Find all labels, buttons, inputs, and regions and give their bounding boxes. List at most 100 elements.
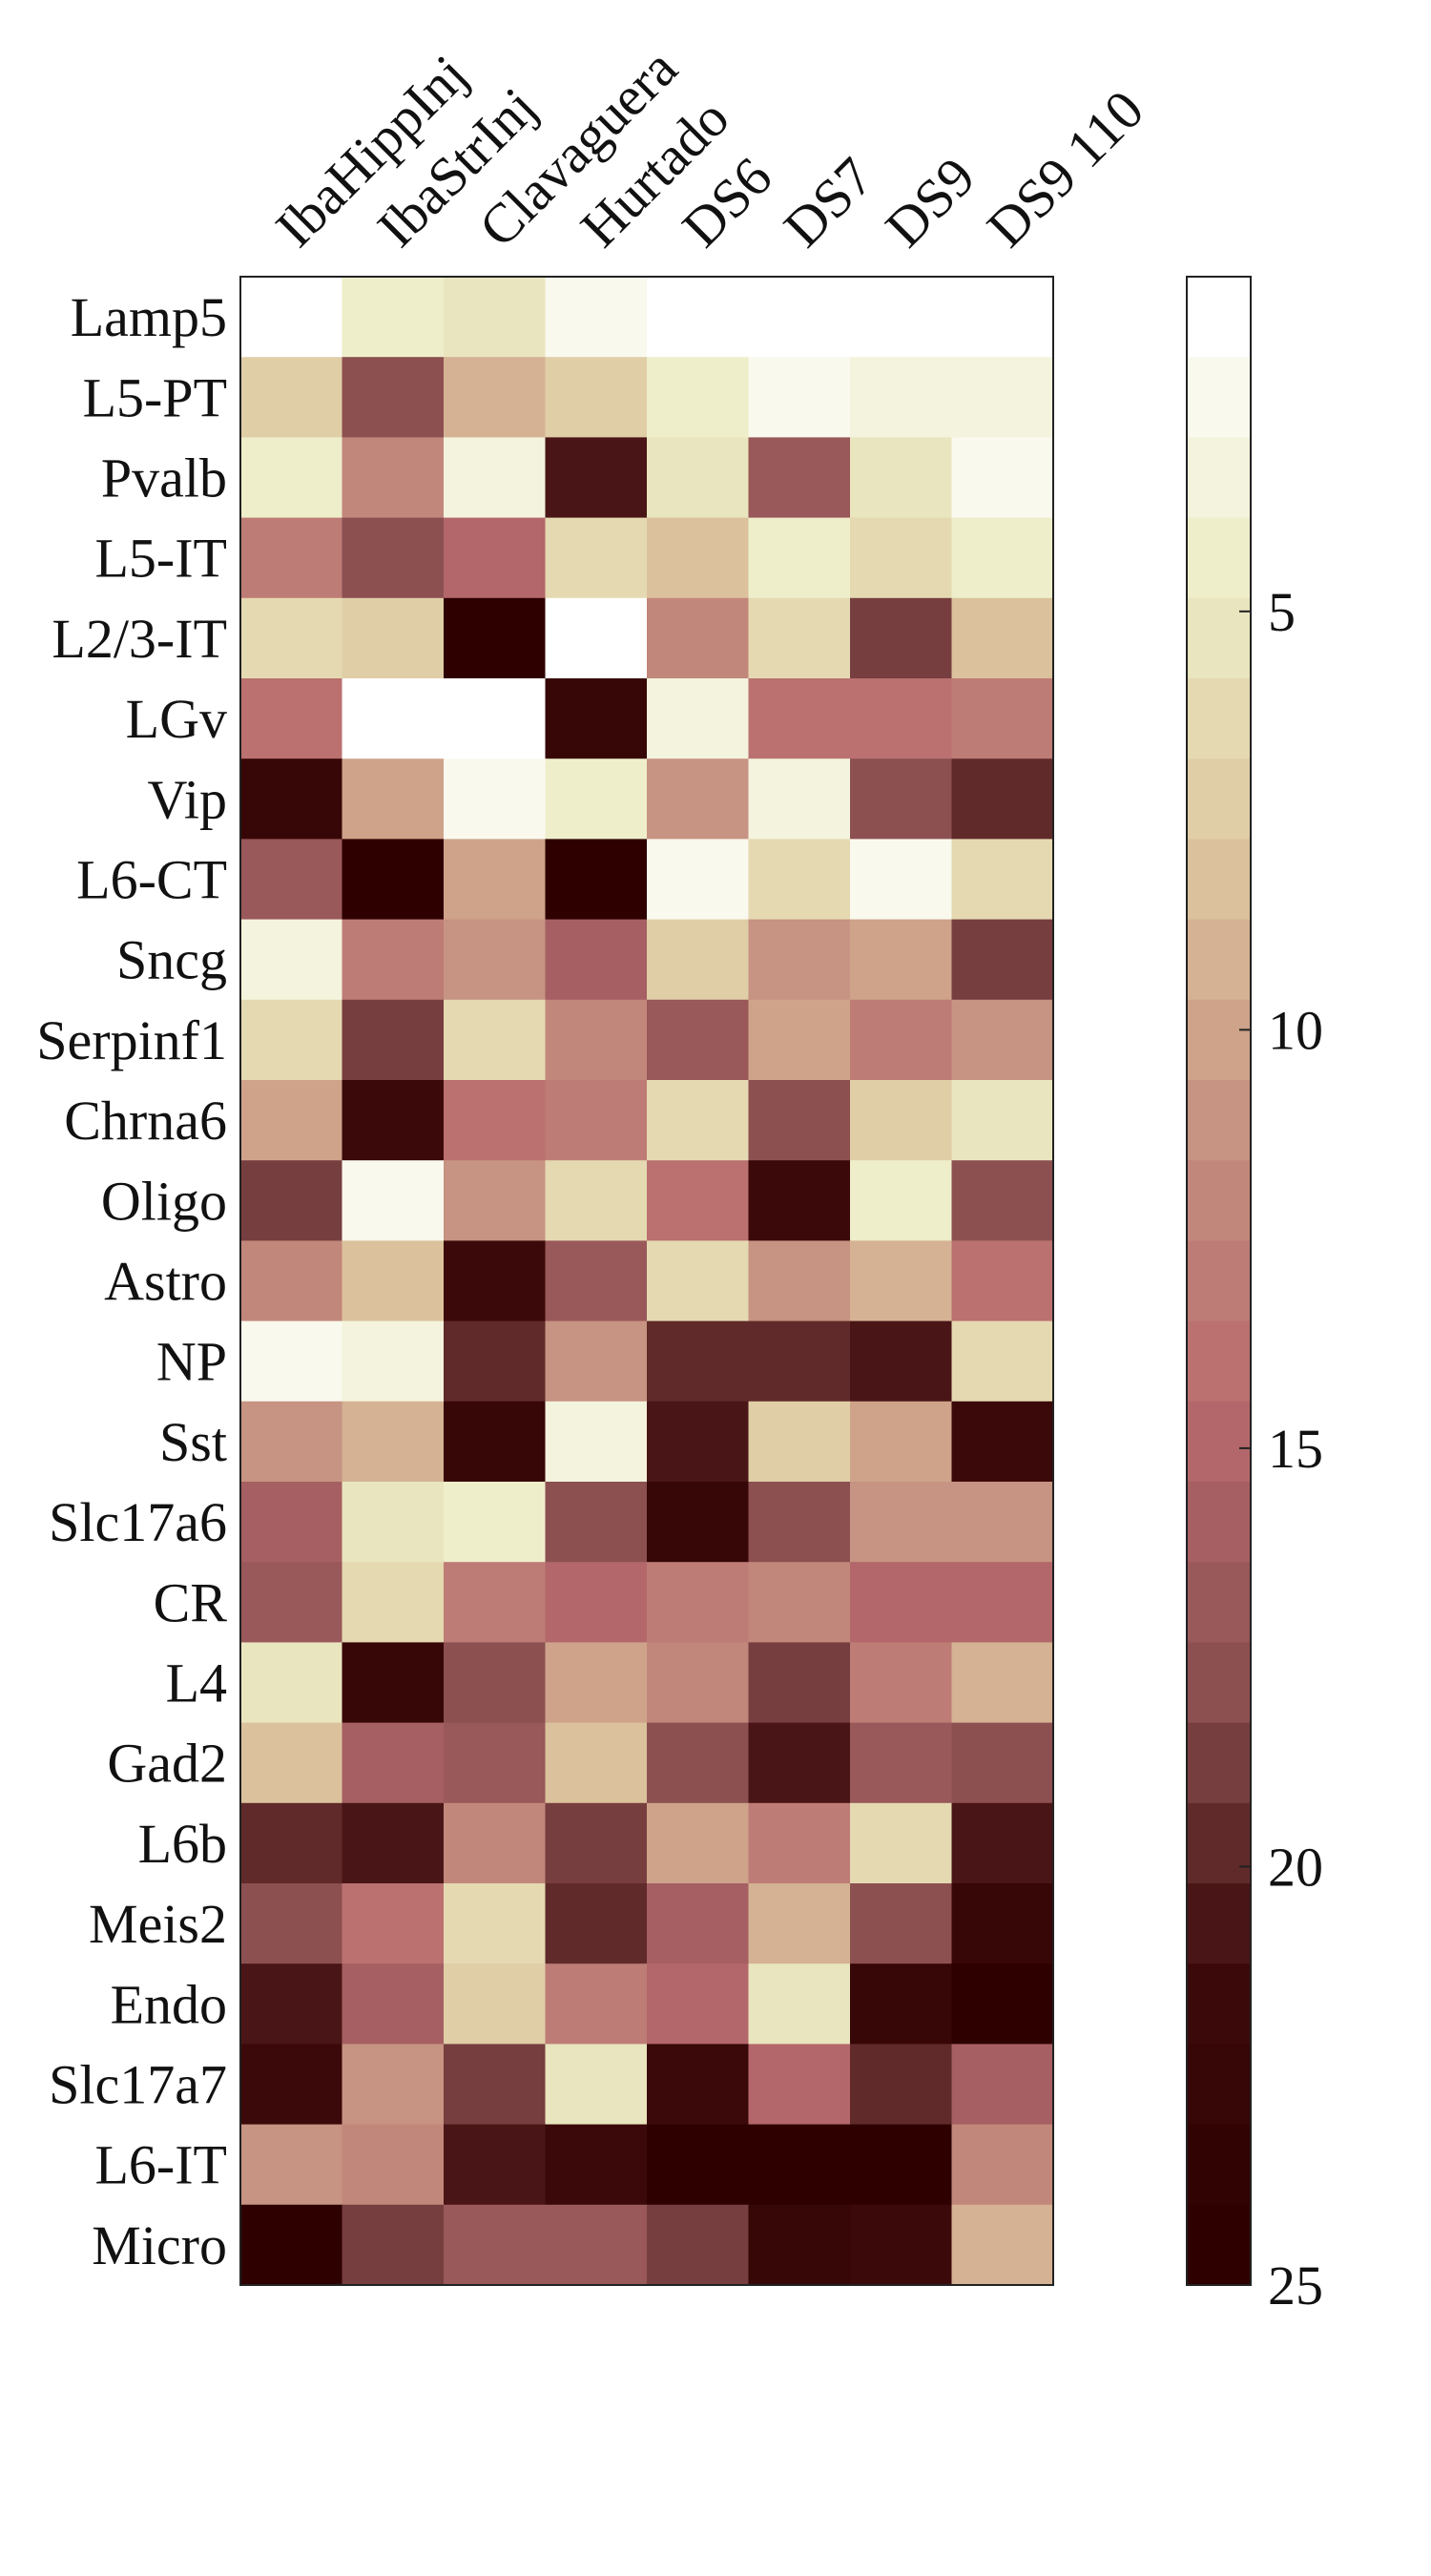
heatmap-cell [342, 277, 445, 358]
heatmap-cell [850, 1320, 953, 1402]
heatmap-cell [240, 2044, 343, 2126]
colorbar-segment [1187, 1482, 1251, 1563]
colorbar: 5 10 15 20 25 [1186, 276, 1323, 2316]
heatmap-cell [444, 1240, 547, 1322]
colorbar-segment [1187, 678, 1251, 759]
colorbar-segment [1187, 277, 1251, 358]
colorbar-segment [1187, 839, 1251, 921]
row-labels: Lamp5 L5-PT Pvalb L5-IT L2/3-IT LGv Vip L6-CT Sn… [36, 286, 227, 2276]
row-label: Vip [147, 768, 227, 830]
heatmap-cell [647, 1883, 750, 1964]
heatmap-cell [444, 678, 547, 759]
heatmap-cell [545, 678, 648, 759]
heatmap-cell [647, 1482, 750, 1563]
heatmap-cell [444, 1642, 547, 1724]
heatmap-cell [342, 1562, 445, 1643]
heatmap-cell [444, 437, 547, 519]
colorbar-tick-label: 25 [1268, 2254, 1323, 2316]
row-label: Sncg [116, 929, 227, 991]
heatmap-cell [240, 1482, 343, 1563]
heatmap-cell [850, 678, 953, 759]
heatmap-cell [748, 1963, 851, 2045]
heatmap-cell [444, 357, 547, 438]
column-label: DS9 [873, 145, 986, 259]
heatmap-cell [951, 1562, 1054, 1643]
heatmap-cell [444, 2044, 547, 2126]
heatmap-cell [545, 2204, 648, 2286]
heatmap-cell [444, 277, 547, 358]
heatmap-cell [748, 517, 851, 599]
heatmap-cell [850, 839, 953, 921]
heatmap-cell [342, 1240, 445, 1322]
heatmap-cell [240, 678, 343, 759]
heatmap-cell [444, 2204, 547, 2286]
heatmap-cell [647, 839, 750, 921]
heatmap-cell [545, 517, 648, 599]
heatmap-cell [748, 999, 851, 1081]
heatmap-cell [444, 1883, 547, 1964]
row-label: Gad2 [107, 1733, 227, 1795]
row-label: Astro [104, 1251, 227, 1313]
heatmap-cell [647, 1562, 750, 1643]
heatmap-cell [647, 437, 750, 519]
colorbar-tick-label: 5 [1268, 581, 1296, 643]
heatmap-cell [951, 1401, 1054, 1483]
heatmap-cell [342, 2124, 445, 2206]
colorbar-segment [1187, 437, 1251, 519]
colorbar-segment [1187, 2124, 1251, 2206]
heatmap-cell [647, 999, 750, 1081]
heatmap-cell [748, 1802, 851, 1884]
heatmap-cell [240, 1642, 343, 1724]
heatmap-cell [240, 919, 343, 1001]
heatmap-cell [951, 2044, 1054, 2126]
heatmap-cell [342, 839, 445, 921]
row-label: Micro [92, 2214, 227, 2276]
heatmap-cell [850, 999, 953, 1081]
colorbar-frame [1186, 276, 1252, 2286]
heatmap-cell [748, 1883, 851, 1964]
heatmap-cell [951, 357, 1054, 438]
heatmap-cell [240, 999, 343, 1081]
row-label: Serpinf1 [36, 1009, 227, 1071]
heatmap-cell [240, 1160, 343, 1241]
row-label: L4 [166, 1652, 227, 1714]
row-label: L6-CT [76, 849, 227, 911]
row-label: Endo [111, 1973, 227, 2035]
heatmap-cell [545, 1642, 648, 1724]
heatmap-cell [647, 1642, 750, 1724]
heatmap-cell [342, 437, 445, 519]
heatmap-cell [545, 758, 648, 840]
heatmap-cell [240, 357, 343, 438]
heatmap-cell [951, 517, 1054, 599]
heatmap-cell [647, 597, 750, 679]
heatmap-cell [444, 1802, 547, 1884]
heatmap-cell [444, 758, 547, 840]
heatmap-cell [647, 357, 750, 438]
heatmap-cell [444, 1562, 547, 1643]
heatmap-cell [951, 1080, 1054, 1161]
heatmap-cell [444, 1080, 547, 1161]
heatmap-cell [850, 597, 953, 679]
row-label: Slc17a6 [49, 1491, 227, 1553]
colorbar-segment [1187, 1562, 1251, 1643]
row-label: LGv [126, 688, 227, 750]
heatmap-cell [850, 1883, 953, 1964]
heatmap-cell [647, 1240, 750, 1322]
row-label: NP [156, 1331, 227, 1393]
heatmap-cell [748, 277, 851, 358]
heatmap-cell [342, 1883, 445, 1964]
heatmap-cell [240, 1802, 343, 1884]
heatmap-cell [342, 1080, 445, 1161]
heatmap-cell [342, 1160, 445, 1241]
colorbar-segment [1187, 357, 1251, 438]
heatmap-cell [748, 758, 851, 840]
heatmap-cell [647, 1722, 750, 1804]
heatmap-cell [951, 2124, 1054, 2206]
heatmap-cell [647, 277, 750, 358]
heatmap-cell [647, 1080, 750, 1161]
heatmap-cell [545, 1482, 648, 1563]
colorbar-segment [1187, 1883, 1251, 1964]
heatmap-cell [342, 1802, 445, 1884]
heatmap-cell [444, 1160, 547, 1241]
heatmap-cell [342, 758, 445, 840]
